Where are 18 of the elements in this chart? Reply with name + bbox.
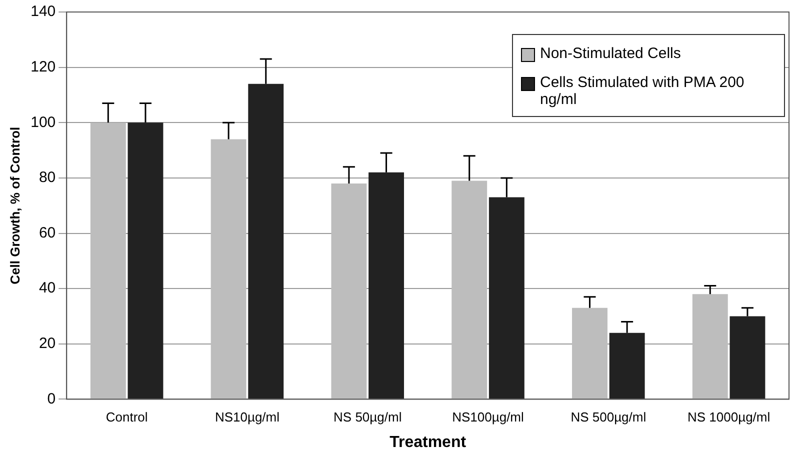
y-tick-label: 80 (38, 169, 56, 186)
legend-label: Cells Stimulated with PMA 200 ng/ml (540, 74, 746, 108)
x-tick-label: NS 500µg/ml (570, 410, 646, 425)
y-tick-label: 40 (38, 280, 56, 297)
y-tick-label: 60 (38, 224, 56, 242)
y-tick-label: 0 (47, 390, 56, 408)
x-tick-label: NS10µg/ml (214, 410, 280, 425)
legend-label: Non-Stimulated Cells (540, 45, 681, 62)
x-tick-label: Control (106, 410, 148, 425)
y-axis-title: Cell Growth, % of Control (7, 126, 22, 284)
y-tick-label: 100 (30, 114, 56, 131)
x-axis-title: Treatment (390, 434, 467, 451)
x-tick-label: NS 50µg/ml (334, 410, 402, 425)
x-tick-label: NS 1000µg/ml (687, 410, 770, 425)
x-tick-label: NS100µg/ml (452, 410, 524, 425)
y-tick-label: 140 (30, 3, 56, 20)
y-tick-label: 20 (38, 335, 56, 352)
y-tick-label: 120 (30, 58, 56, 76)
